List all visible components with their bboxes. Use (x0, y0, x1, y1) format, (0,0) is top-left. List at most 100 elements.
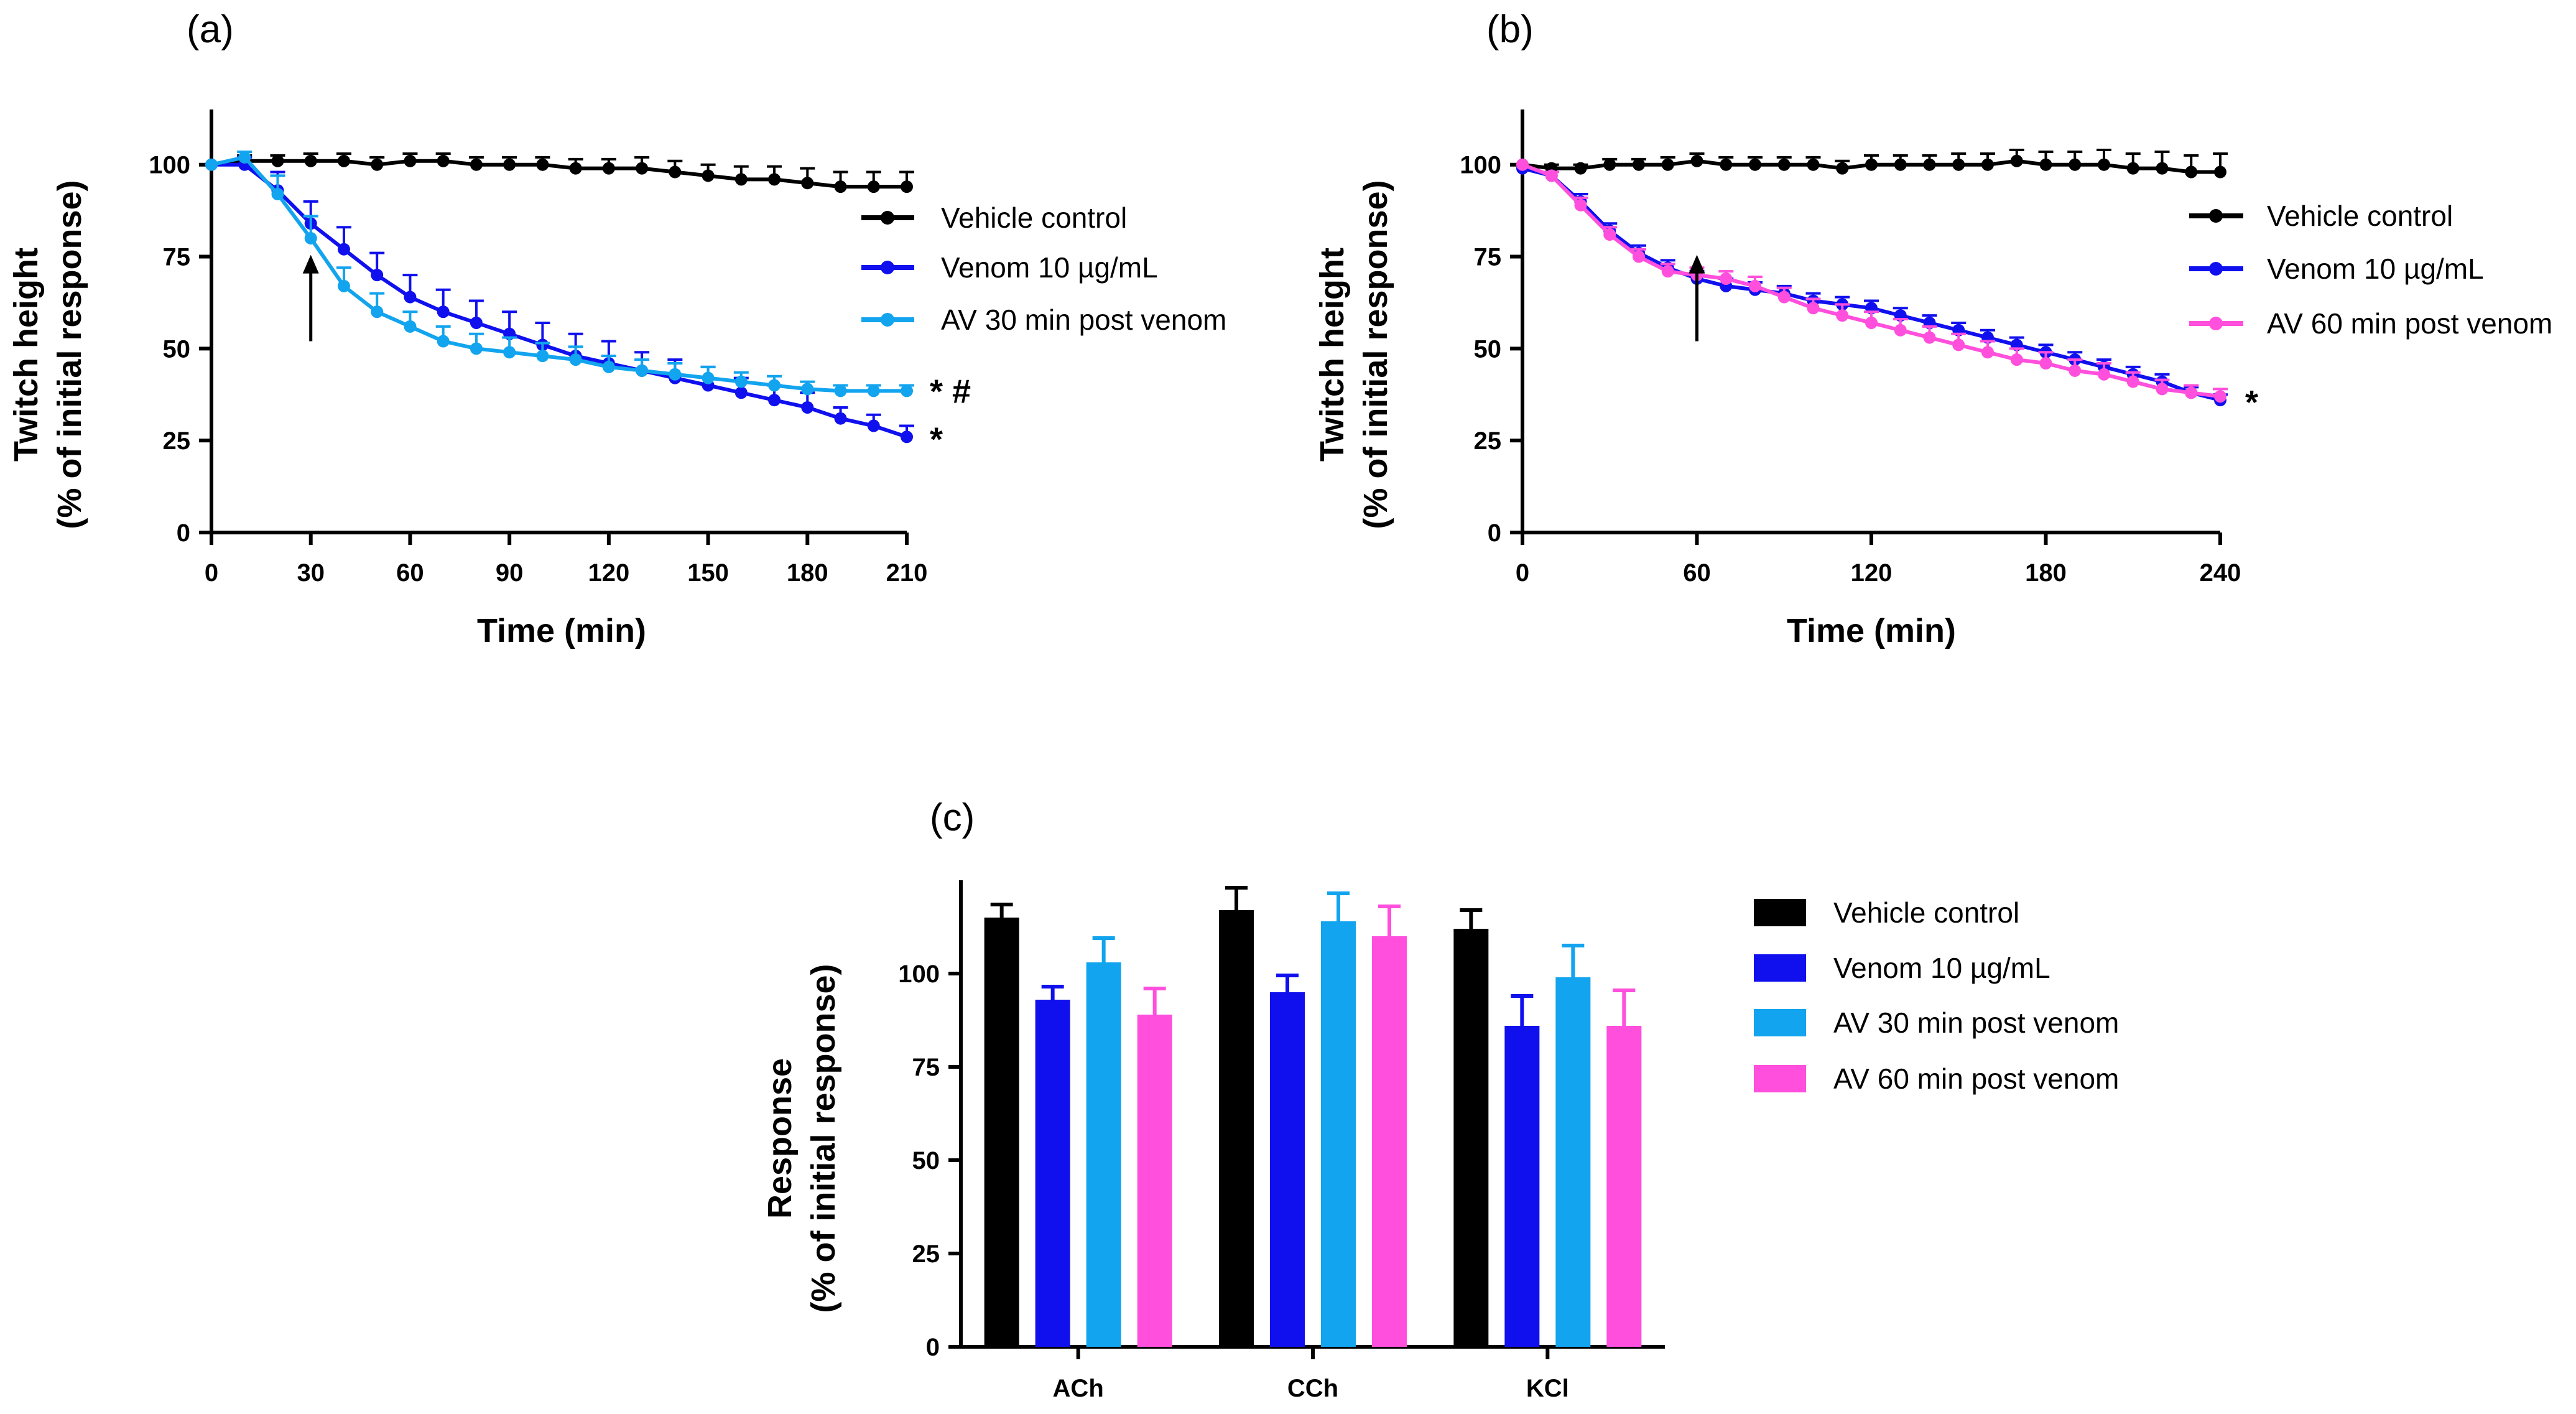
data-point (768, 379, 781, 392)
y-tick-label: 25 (1474, 427, 1502, 455)
data-point (2039, 158, 2052, 171)
panel-b-axes: 0 25 50 75 100 0 60 120 180 240 (1460, 109, 2241, 587)
data-point (1836, 162, 1849, 175)
x-tick-label: 30 (297, 559, 325, 587)
panel-b-label: (b) (1486, 8, 1534, 51)
panel-c-ylabel-line2: (% of initial response) (805, 964, 842, 1313)
panel-a-legend-item-venom: Venom 10 µg/mL (861, 251, 1158, 284)
x-tick-label: 120 (1851, 559, 1893, 587)
panel-a-legend: Vehicle control Venom 10 µg/mL AV 30 min… (861, 202, 1226, 336)
panel-a-legend-item-vehicle: Vehicle control (861, 202, 1127, 234)
y-tick-label: 75 (163, 244, 191, 271)
data-point (1574, 198, 1587, 212)
series-0 (1516, 149, 2228, 179)
bar (1606, 1026, 1642, 1347)
data-point (1865, 316, 1878, 329)
panel-b-ylabel-line1: Twitch height (1313, 248, 1351, 462)
panel-c-ylabel-line1: Response (761, 1058, 799, 1219)
panel-c-legend-item-av60: AV 60 min post venom (1754, 1063, 2119, 1095)
series-line (211, 155, 907, 393)
data-point (1952, 158, 1965, 171)
data-point (503, 158, 516, 171)
data-point (536, 158, 549, 171)
panel-c-bars (984, 886, 1642, 1347)
data-point (337, 279, 350, 292)
data-point (669, 165, 682, 179)
x-tick-label: 180 (787, 559, 828, 587)
data-point (337, 243, 350, 256)
data-point (2098, 368, 2110, 381)
data-point (834, 412, 847, 425)
data-point (636, 364, 649, 377)
y-tick-label: 0 (926, 1334, 940, 1361)
legend-swatch-box (1754, 954, 1806, 982)
panel-a-arrow-head (302, 254, 319, 274)
panel-b-arrow (1689, 254, 1705, 342)
data-point (702, 371, 715, 384)
y-tick-label: 25 (912, 1240, 940, 1268)
x-tick-label: 60 (396, 559, 424, 587)
legend-swatch-marker (881, 261, 894, 274)
data-point (1661, 158, 1674, 171)
panel-a-significance-venom: * (930, 421, 943, 458)
data-point (602, 162, 615, 175)
panel-c-axes: 0 25 50 75 100 ACh CCh KCl (898, 880, 1665, 1402)
bar (1321, 921, 1356, 1347)
panel-b-legend-label-venom: Venom 10 µg/mL (2267, 253, 2484, 285)
bar (1086, 962, 1121, 1347)
data-point (569, 353, 582, 366)
panel-b-legend-label-av60: AV 60 min post venom (2267, 307, 2552, 340)
legend-swatch-marker (881, 211, 894, 225)
y-tick-label: 75 (1474, 244, 1502, 271)
panel-c-legend: Vehicle control Venom 10 µg/mL AV 30 min… (1754, 896, 2119, 1095)
data-point (2069, 158, 2082, 171)
data-point (205, 158, 218, 171)
panel-a-ylabel-line1: Twitch height (7, 248, 45, 462)
data-point (1952, 338, 1965, 351)
data-point (371, 158, 384, 171)
data-point (867, 180, 880, 193)
panel-c-legend-label-av60: AV 60 min post venom (1833, 1063, 2119, 1095)
data-point (1836, 309, 1849, 322)
bar-group-cch (1219, 886, 1407, 1347)
data-point (1981, 346, 1994, 359)
legend-swatch-marker (881, 313, 894, 327)
data-point (2185, 165, 2198, 179)
panel-a-arrow (302, 254, 319, 342)
series-line (1521, 162, 2221, 399)
panel-b-arrow-head (1689, 254, 1705, 274)
bar (1453, 929, 1489, 1347)
panel-a-legend-label-venom: Venom 10 µg/mL (941, 251, 1158, 284)
data-point (2126, 375, 2139, 388)
legend-swatch-marker (2209, 262, 2223, 276)
y-tick-label: 50 (163, 335, 191, 363)
data-point (1923, 331, 1936, 344)
data-point (1807, 302, 1820, 315)
panel-a-significance-av30: * # (930, 373, 971, 410)
data-point (2039, 357, 2052, 370)
series-1 (1516, 162, 2228, 407)
panel-c-legend-label-vehicle: Vehicle control (1833, 896, 2019, 929)
panel-c-legend-item-av30: AV 30 min post venom (1754, 1007, 2119, 1039)
data-point (2214, 165, 2226, 179)
series-line (1522, 166, 2221, 402)
data-point (768, 173, 781, 186)
data-point (1749, 158, 1761, 171)
series-line (211, 162, 907, 439)
data-point (2069, 364, 2082, 377)
legend-swatch-box (1754, 1009, 1806, 1036)
x-tick-label: 150 (687, 559, 729, 587)
y-tick-label: 100 (149, 152, 190, 179)
panel-b-ylabel-line2: (% of initial response) (1357, 180, 1394, 529)
legend-swatch-marker (2209, 209, 2223, 223)
data-point (437, 335, 450, 348)
x-tick-label: 60 (1683, 559, 1711, 587)
data-point (470, 342, 483, 355)
panel-a-axes: 0 25 50 75 100 0 30 60 90 120 150 180 210 (149, 109, 927, 587)
data-point (1981, 158, 1994, 171)
data-point (702, 169, 715, 182)
y-tick-label: 50 (1474, 335, 1502, 363)
data-point (2010, 353, 2023, 366)
data-point (834, 180, 847, 193)
